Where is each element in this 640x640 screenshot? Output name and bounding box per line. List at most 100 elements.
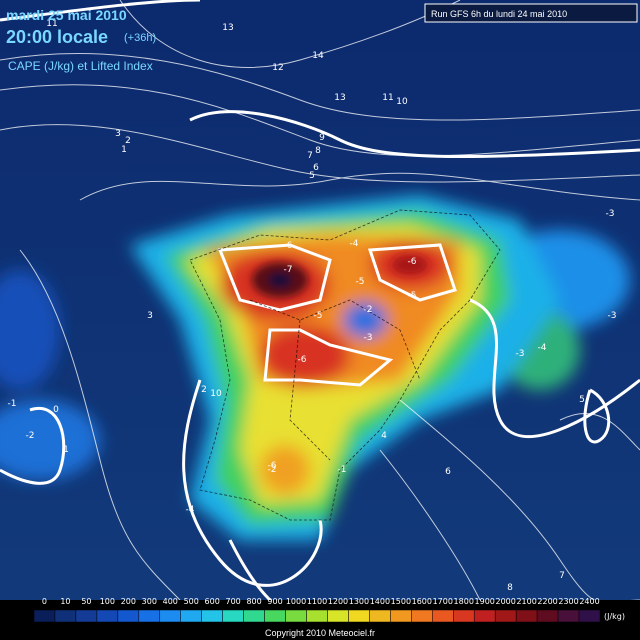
contour-label: 10: [210, 389, 222, 399]
contour-label: -2: [26, 431, 35, 441]
colorbar-cell: [159, 609, 181, 623]
colorbar-label: 2100: [516, 597, 536, 606]
colorbar-label: 1300: [349, 597, 369, 606]
colorbar-label: 1500: [391, 597, 411, 606]
colorbar-cell: [411, 609, 433, 623]
colorbar-cell: [515, 609, 538, 623]
contour-label: 11: [382, 93, 393, 103]
colorbar-cell: [75, 609, 98, 623]
contour-label: -6: [268, 461, 277, 471]
run-info: Run GFS 6h du lundi 24 mai 2010: [431, 9, 567, 19]
subtitle: CAPE (J/kg) et Lifted Index: [8, 59, 153, 73]
colorbar-cell: [473, 609, 496, 623]
colorbar-cell: [536, 609, 559, 623]
colorbar-label: 1400: [370, 597, 390, 606]
colorbar-cell: [96, 609, 119, 623]
contour-label: 8: [315, 146, 321, 156]
contour-label: 7: [559, 571, 565, 581]
colorbar-cell: [494, 609, 517, 623]
contour-label: -7: [284, 265, 293, 275]
colorbar-label: 2200: [537, 597, 557, 606]
colorbar-label: 600: [205, 597, 220, 606]
colorbar-label: 2000: [495, 597, 515, 606]
colorbar-cell: [390, 609, 412, 623]
colorbar-cell: [117, 609, 140, 623]
contour-label: -5: [314, 311, 323, 321]
contour-label: -2: [364, 305, 373, 315]
contour-label: 4: [381, 431, 387, 441]
colorbar-cell: [285, 609, 307, 623]
colorbar-cell: [369, 609, 391, 623]
colorbar: 0 10 50 100 200 300 400 500 600 700 800 900 1000 1100…: [33, 597, 625, 623]
contour-label: 13: [222, 23, 233, 33]
colorbar-cell: [432, 609, 454, 623]
contour-label: -2: [268, 465, 277, 475]
contour-label: 7: [307, 151, 313, 161]
contour-label: 14: [312, 51, 324, 61]
contour-label: -6: [298, 355, 307, 365]
colorbar-cell: [54, 609, 77, 623]
colorbar-label: 700: [226, 597, 241, 606]
contour-label: -5: [408, 291, 417, 301]
contour-label: -4: [186, 505, 195, 515]
colorbar-label: 500: [184, 597, 199, 606]
contour-label: -1: [338, 465, 347, 475]
contour-label: -1: [8, 399, 17, 409]
colorbar-label: 200: [121, 597, 136, 606]
contour-label: -3: [608, 311, 617, 321]
date-title: mardi 25 mai 2010: [6, 7, 127, 23]
colorbar-cell: [222, 609, 244, 623]
contour-label: -6: [284, 241, 293, 251]
contour-label: -4: [538, 343, 547, 353]
contour-label: -6: [408, 257, 417, 267]
contour-label: -5: [356, 277, 365, 287]
colorbar-cell: [33, 609, 56, 623]
contour-label: 1: [121, 145, 127, 155]
contour-label: 5: [309, 171, 315, 181]
colorbar-cell: [557, 609, 580, 623]
colorbar-cell: [306, 609, 328, 623]
contour-label: -3: [516, 349, 525, 359]
contour-label: 0: [53, 405, 59, 415]
contour-label: 3: [147, 311, 153, 321]
contour-label: 10: [396, 97, 408, 107]
colorbar-cell: [264, 609, 286, 623]
colorbar-label: 1200: [328, 597, 348, 606]
colorbar-label: 1800: [454, 597, 474, 606]
contour-label: 6: [445, 467, 451, 477]
contour-label: 8: [507, 583, 513, 593]
colorbar-cell: [453, 609, 475, 623]
colorbar-label: 400: [163, 597, 178, 606]
colorbar-label: 10: [60, 597, 70, 606]
contours: [0, 0, 640, 622]
colorbar-label: 1600: [412, 597, 432, 606]
colorbar-label: 100: [100, 597, 115, 606]
lead-time: (+36h): [124, 32, 156, 44]
colorbar-label: 2400: [579, 597, 599, 606]
contour-label: -3: [364, 333, 373, 343]
cape-field: [0, 195, 630, 540]
colorbar-cell: [327, 609, 349, 623]
copyright: Copyright 2010 Meteociel.fr: [265, 628, 375, 638]
colorbar-label: 300: [142, 597, 157, 606]
run-box: [424, 3, 638, 23]
contour-label: 1: [63, 445, 69, 455]
time-title: 20:00 locale: [6, 27, 108, 47]
contour-label: 5: [579, 395, 585, 405]
colorbar-cell: [180, 609, 202, 623]
colorbar-cell: [138, 609, 161, 623]
colorbar-cell: [578, 609, 601, 623]
contour-label: -4: [350, 239, 359, 249]
colorbar-label: 1100: [307, 597, 327, 606]
contour-label: 13: [334, 93, 345, 103]
colorbar-cell: [243, 609, 265, 623]
colorbar-cell: [348, 609, 370, 623]
contour-label: 2: [125, 136, 131, 146]
colorbar-unit: (J/kg): [604, 612, 625, 621]
colorbar-label: 50: [81, 597, 91, 606]
contour-label: 12: [272, 63, 283, 73]
colorbar-cell: [201, 609, 223, 623]
contour-label: 9: [319, 133, 325, 143]
